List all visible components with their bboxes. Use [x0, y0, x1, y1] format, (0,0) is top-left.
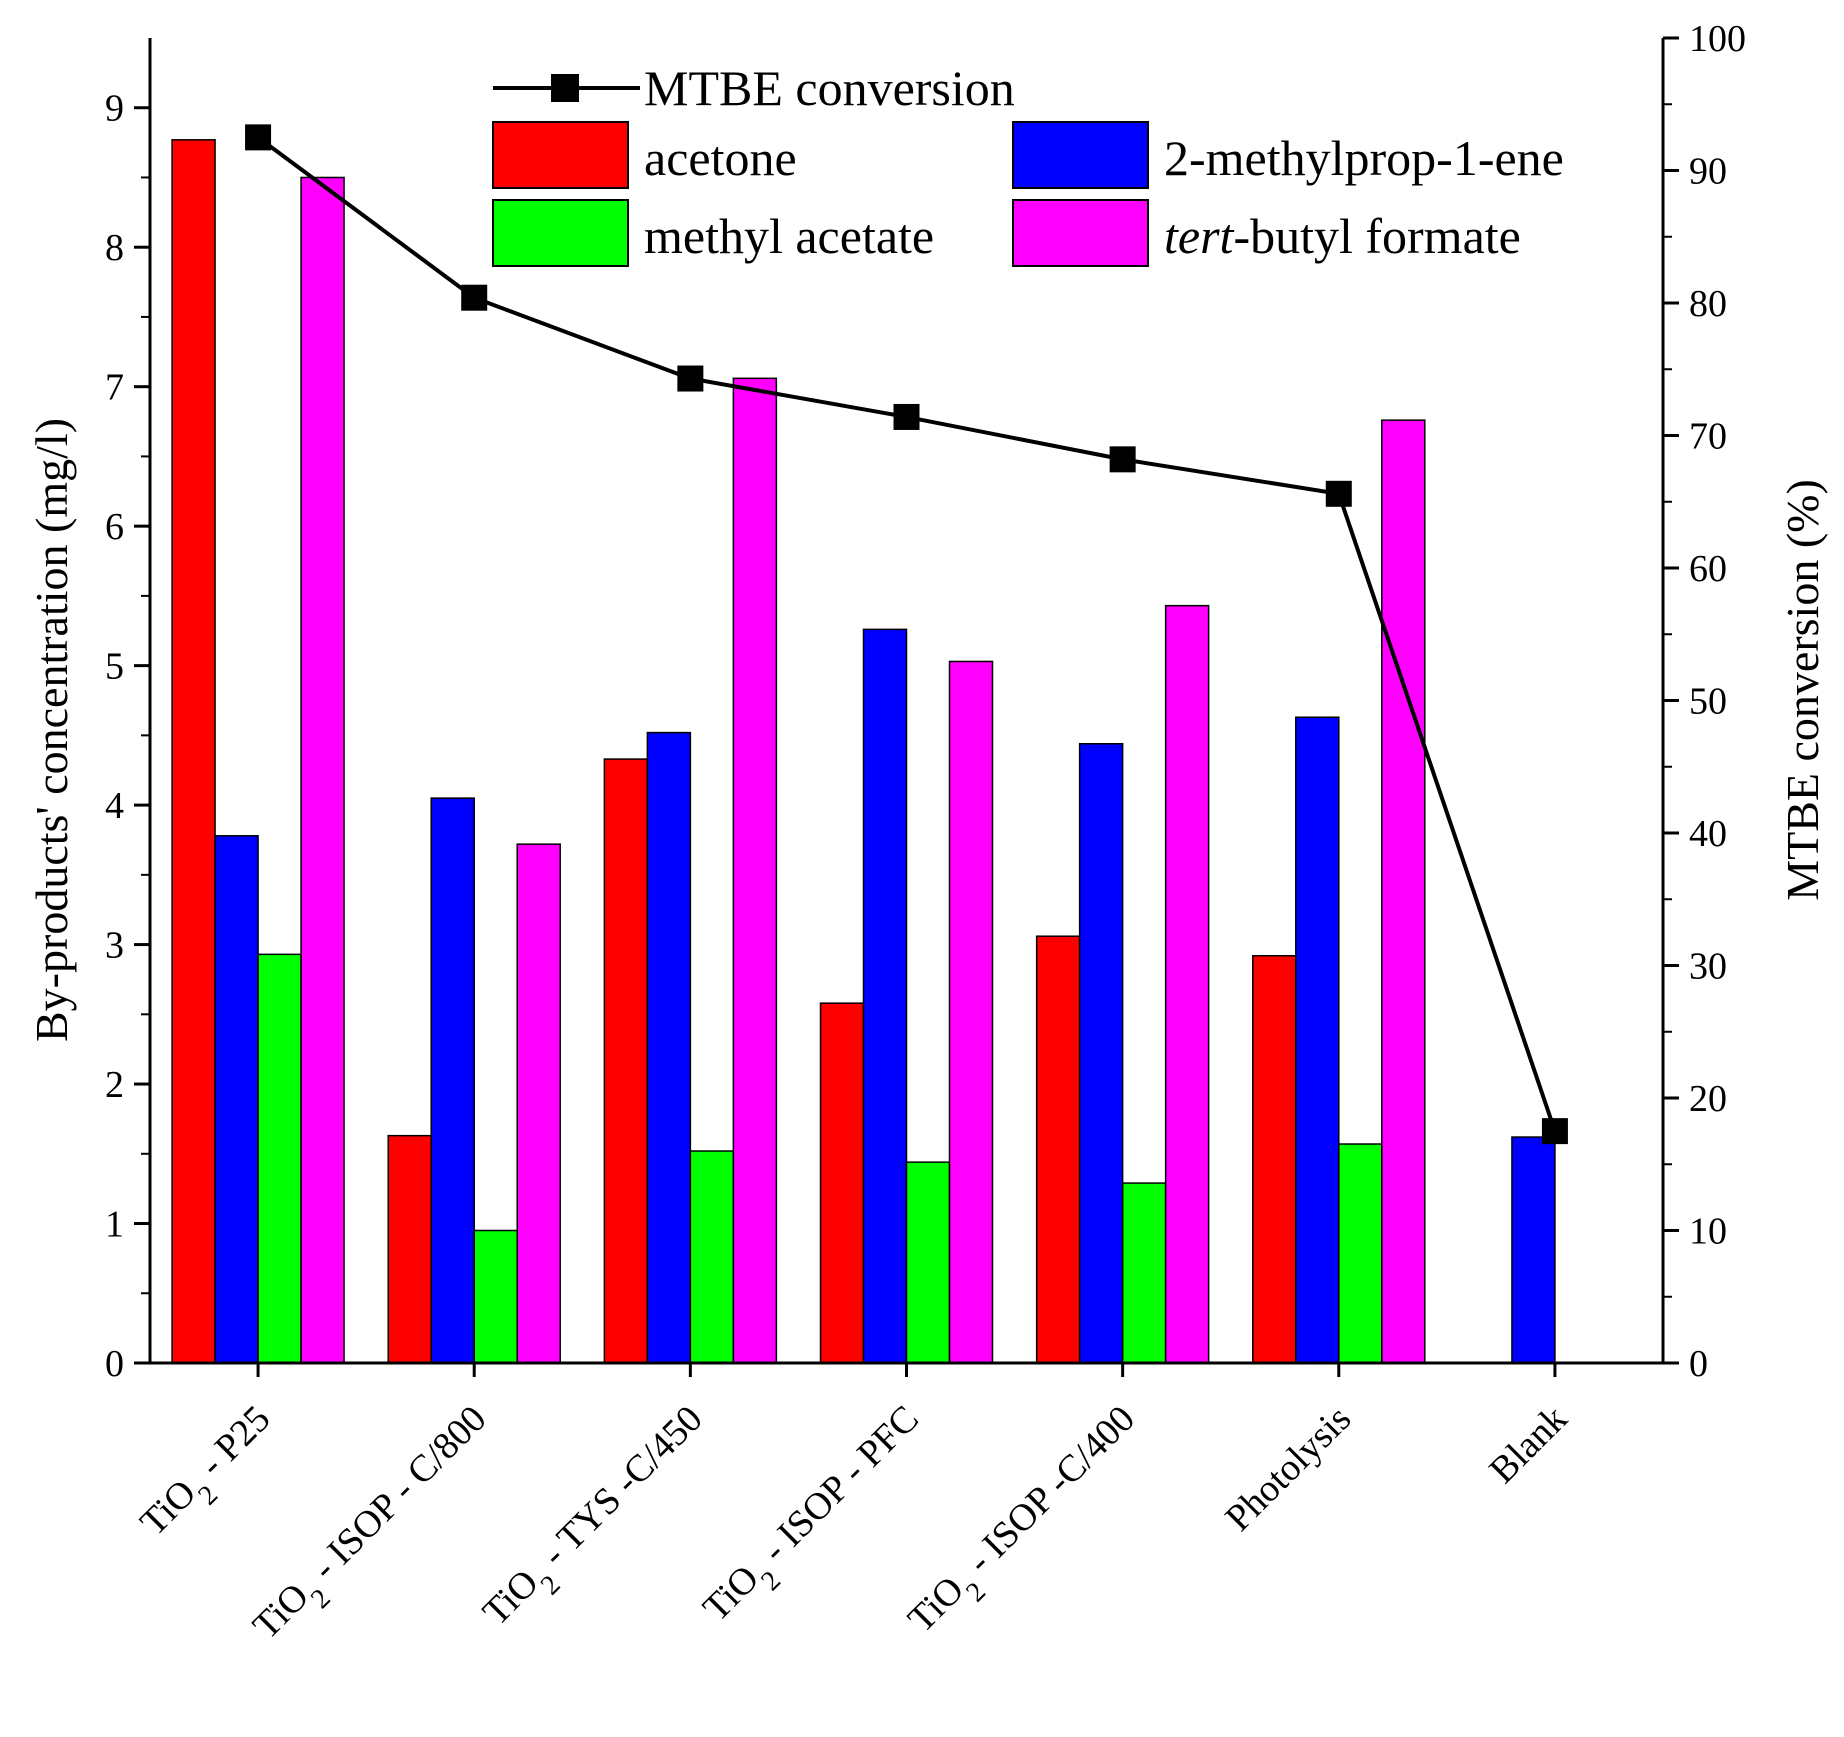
bar-acetone-2	[603, 758, 649, 1364]
legend-label-acetone: acetone	[644, 130, 797, 186]
category-label-1-prefix: TiO	[245, 1575, 317, 1647]
bar-methyl-acetate-5	[1338, 1143, 1383, 1364]
y-right-tick-label-100: 100	[1689, 18, 1746, 60]
bar-acetone-0	[171, 139, 216, 1364]
bar-acetone-4	[1035, 935, 1081, 1364]
bar-tert-butyl-formate-3	[948, 660, 994, 1364]
category-label-4-prefix: TiO	[900, 1569, 972, 1641]
y-right-tick-label-50: 50	[1689, 681, 1727, 723]
y-right-tick-label-0: 0	[1689, 1343, 1708, 1385]
legend-label-methyl-acetate: methyl acetate	[644, 208, 934, 264]
bar-tert-butyl-formate-2	[732, 377, 778, 1364]
bar-2-methylprop-1-ene-2	[646, 731, 692, 1364]
y-left-tick-label-5: 5	[105, 646, 124, 688]
legend-label-2-methylprop-1-ene: 2-methylprop-1-ene	[1164, 130, 1564, 186]
bar-tert-butyl-formate-0	[300, 176, 345, 1364]
category-label-2-suffix: - TYS -C/450	[527, 1398, 711, 1582]
category-label-6-suffix: Blank	[1481, 1398, 1575, 1492]
y-left-tick-label-0: 0	[105, 1343, 124, 1385]
category-label-6: Blank	[1481, 1398, 1575, 1492]
bar-methyl-acetate-4	[1121, 1182, 1167, 1364]
category-label-1: TiO2 - ISOP - C/800	[245, 1398, 504, 1657]
conversion-point-1	[461, 284, 488, 311]
y-right-tick-label-80: 80	[1689, 283, 1727, 325]
y-left-tick-label-3: 3	[105, 925, 124, 967]
category-label-3-suffix: - ISOP - PFC	[747, 1398, 927, 1578]
y-right-tick-label-90: 90	[1689, 151, 1727, 193]
y-left-tick-label-7: 7	[105, 367, 124, 409]
y-right-axis-title: MTBE conversion (%)	[1777, 479, 1828, 901]
category-label-3: TiO2 - ISOP - PFC	[695, 1398, 936, 1639]
bars	[171, 139, 1556, 1364]
bar-acetone-3	[819, 1002, 865, 1364]
legend-label-tert-italic: tert	[1164, 208, 1235, 264]
bar-methyl-acetate-1	[473, 1229, 518, 1364]
category-label-5-suffix: Photolysis	[1217, 1398, 1359, 1540]
conversion-point-0	[245, 124, 272, 151]
y-left-tick-label-6: 6	[105, 506, 124, 548]
conversion-point-2	[677, 365, 704, 392]
category-label-2-prefix: TiO	[475, 1562, 547, 1634]
y-left-tick-label-1: 1	[105, 1204, 124, 1246]
category-label-0-suffix: - P25	[185, 1398, 279, 1492]
legend-label-tert-rest: -butyl formate	[1233, 208, 1520, 264]
category-label-5: Photolysis	[1217, 1398, 1359, 1540]
bar-methyl-acetate-0	[257, 953, 302, 1364]
legend-swatch-tert-butyl-formate	[1012, 199, 1149, 267]
bar-2-methylprop-1-ene-6	[1511, 1136, 1556, 1364]
bar-2-methylprop-1-ene-5	[1295, 716, 1340, 1364]
conversion-point-5	[1325, 480, 1352, 507]
conversion-point-3	[893, 403, 920, 430]
y-right-tick-label-30: 30	[1689, 946, 1727, 988]
y-left-tick-label-4: 4	[105, 785, 124, 827]
legend-swatch-2-methylprop-1-ene	[1012, 121, 1149, 189]
category-label-3-prefix: TiO	[695, 1557, 767, 1629]
y-right-tick-label-10: 10	[1689, 1211, 1727, 1253]
bar-tert-butyl-formate-4	[1164, 604, 1210, 1364]
bar-methyl-acetate-3	[905, 1161, 951, 1364]
bar-2-methylprop-1-ene-3	[862, 628, 908, 1364]
conversion-point-4	[1109, 446, 1136, 473]
bar-2-methylprop-1-ene-0	[214, 835, 259, 1364]
category-label-4: TiO2 - ISOP -C/400	[900, 1398, 1152, 1650]
y-left-tick-label-8: 8	[105, 227, 124, 269]
y-left-axis-title: By-products' concentration (mg/l)	[26, 418, 77, 1042]
legend-line-marker-square	[551, 74, 579, 102]
y-right-tick-label-70: 70	[1689, 416, 1727, 458]
bar-methyl-acetate-2	[689, 1150, 735, 1364]
bar-2-methylprop-1-ene-1	[430, 797, 475, 1364]
category-label-2: TiO2 - TYS -C/450	[475, 1398, 721, 1644]
bar-acetone-1	[387, 1134, 432, 1364]
category-label-4-suffix: - ISOP -C/400	[952, 1398, 1143, 1589]
conversion-point-6	[1541, 1118, 1568, 1145]
legend-label-tert-butyl-formate: tert-butyl formate	[1164, 208, 1521, 264]
y-right-tick-label-40: 40	[1689, 813, 1727, 855]
bar-acetone-5	[1252, 954, 1297, 1364]
conversion-line	[245, 124, 1568, 1145]
legend-swatch-acetone	[492, 121, 629, 189]
y-left-tick-label-9: 9	[105, 88, 124, 130]
bar-tert-butyl-formate-5	[1381, 419, 1426, 1364]
category-label-0: TiO2 - P25	[132, 1398, 288, 1554]
y-left-tick-label-2: 2	[105, 1064, 124, 1106]
y-right-tick-label-20: 20	[1689, 1078, 1727, 1120]
legend-label-mtbe-conversion: MTBE conversion	[644, 60, 1015, 116]
bar-tert-butyl-formate-1	[516, 843, 561, 1364]
bar-2-methylprop-1-ene-4	[1078, 742, 1124, 1364]
y-right-tick-label-60: 60	[1689, 548, 1727, 590]
legend: MTBE conversion acetone 2-methylprop-1-e…	[492, 60, 1564, 267]
category-label-1-suffix: - ISOP - C/800	[297, 1398, 494, 1595]
category-label-0-prefix: TiO	[132, 1472, 204, 1544]
legend-swatch-methyl-acetate	[492, 199, 629, 267]
